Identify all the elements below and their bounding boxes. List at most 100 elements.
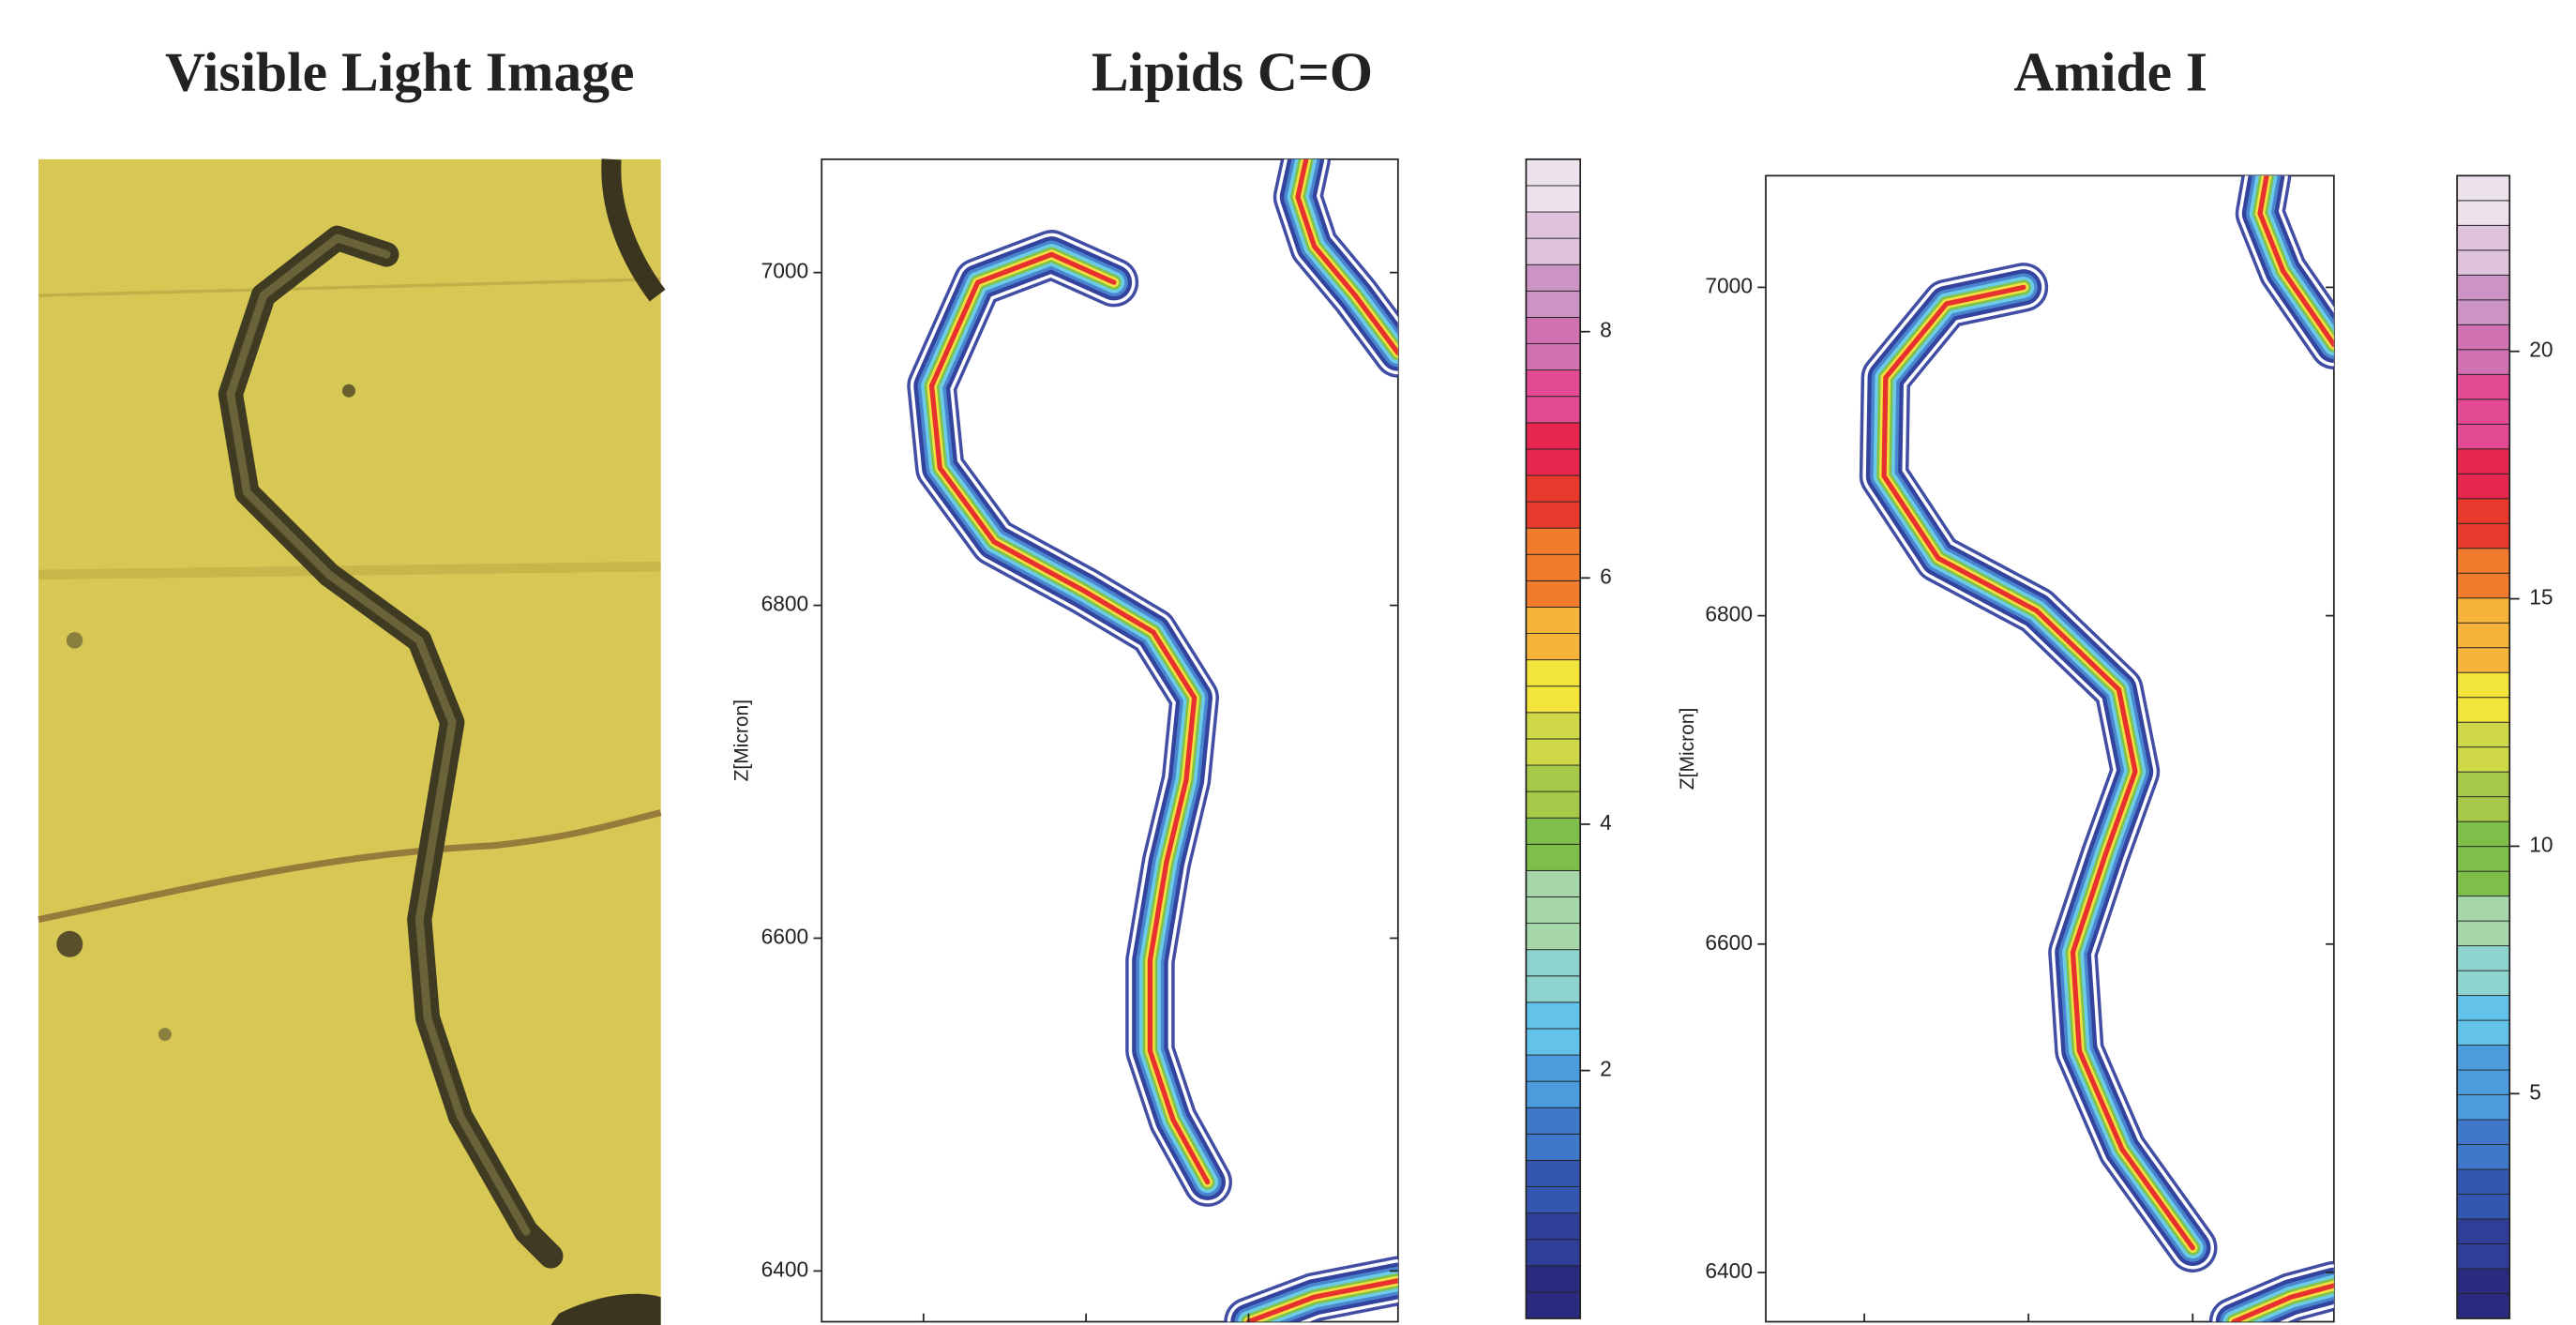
colorbar-band	[1525, 738, 1581, 766]
colorbar-band	[2456, 572, 2510, 599]
colorbar-band	[2456, 846, 2510, 872]
colorbar-band	[2456, 1293, 2510, 1319]
contour-panel: 7000 6800 6600 6400 Z[Micron] 20 15 10 5	[1677, 174, 2553, 1323]
contour	[2257, 175, 2334, 348]
colorbar-band	[1525, 158, 1581, 187]
colorbar-band	[1525, 316, 1581, 344]
colorbar-band	[2456, 697, 2510, 723]
colorbar-band	[2456, 1144, 2510, 1170]
colorbar-band	[2456, 498, 2510, 524]
colorbar-band	[1525, 869, 1581, 897]
colorbar-band	[1525, 474, 1581, 503]
colorbar-band	[2456, 771, 2510, 798]
panel-title: Lipids C=O	[1092, 40, 1373, 102]
colorbar-band	[2456, 299, 2510, 325]
colorbar-band	[2456, 1045, 2510, 1071]
y-tick-label: 7000	[1705, 273, 1753, 297]
colorbar-band	[1525, 1133, 1581, 1161]
panel-title: Amide I	[2013, 40, 2207, 102]
colorbar-band	[1525, 343, 1581, 371]
panel-title: Visible Light Image	[165, 40, 634, 102]
contour	[1881, 284, 2195, 1251]
colorbar-band	[1525, 685, 1581, 714]
colorbar-band	[1525, 396, 1581, 424]
colorbar-tick-label: 4	[1600, 810, 1612, 835]
colorbar-tick-label: 5	[2529, 1079, 2541, 1104]
colorbar-band	[1525, 1186, 1581, 1214]
colorbar-band	[1525, 1001, 1581, 1030]
colorbar-band	[2456, 945, 2510, 971]
colorbar-band	[2456, 896, 2510, 922]
y-tick-label: 6800	[1705, 602, 1753, 626]
colorbar-band	[2456, 423, 2510, 450]
visible-light-image	[38, 158, 666, 1325]
colorbar-band	[2456, 1268, 2510, 1294]
colorbar-band	[2456, 522, 2510, 550]
colorbar-band	[1525, 923, 1581, 951]
colorbar-band	[2456, 1069, 2510, 1096]
colorbar-band	[2456, 373, 2510, 400]
contour-panel: 7000 6800 6600 6400 Z[Micron] 8 6 4 2	[731, 158, 1612, 1323]
colorbar-band	[2456, 1243, 2510, 1270]
colorbar-band	[1525, 1265, 1581, 1293]
y-tick-label: 6400	[1705, 1258, 1753, 1283]
colorbar-band	[1525, 1239, 1581, 1267]
colorbar-band	[1525, 817, 1581, 845]
y-tick-label: 6800	[761, 592, 809, 616]
colorbar-band	[2456, 671, 2510, 699]
colorbar-band	[2456, 274, 2510, 301]
colorbar-tick-label: 15	[2529, 585, 2553, 610]
y-tick-label: 7000	[761, 259, 809, 283]
colorbar-band	[2456, 548, 2510, 574]
colorbar-band	[2456, 1019, 2510, 1046]
colorbar-band	[1525, 896, 1581, 925]
plot-area	[821, 158, 1399, 1323]
colorbar-band	[1525, 1080, 1581, 1108]
colorbar-band	[2456, 746, 2510, 773]
colorbar-band	[1525, 843, 1581, 871]
contour	[1295, 158, 1398, 356]
colorbar-band	[1525, 1212, 1581, 1241]
colorbar-band	[2456, 1218, 2510, 1244]
colorbar-band	[1525, 1159, 1581, 1187]
contour-map	[1859, 175, 2334, 1322]
colorbar-band	[1525, 553, 1581, 581]
colorbar-band	[1525, 764, 1581, 792]
plot-area	[1765, 174, 2335, 1323]
colorbar-band	[1525, 185, 1581, 213]
colorbar-frame	[1525, 158, 1582, 1319]
colorbar-band	[2456, 174, 2510, 202]
y-axis-label: Z[Micron]	[731, 700, 752, 782]
colorbar-band	[2456, 349, 2510, 375]
y-tick-label: 6600	[761, 924, 809, 948]
colorbar-band	[2456, 597, 2510, 624]
colorbar-band	[1525, 1107, 1581, 1135]
colorbar-band	[2456, 200, 2510, 226]
colorbar-band	[1525, 712, 1581, 740]
colorbar-band	[2456, 647, 2510, 673]
colorbar-band	[2456, 1168, 2510, 1195]
colorbar-band	[1525, 975, 1581, 1003]
colorbar-band	[1525, 1028, 1581, 1056]
colorbar-band	[1525, 211, 1581, 239]
y-axis-label: Z[Micron]	[1677, 708, 1698, 790]
y-tick-label: 6600	[1705, 930, 1753, 955]
colorbar-band	[2456, 622, 2510, 649]
colorbar-band	[2456, 995, 2510, 1021]
colorbar-band	[1525, 659, 1581, 687]
colorbar-band	[2456, 249, 2510, 276]
y-tick-label: 6400	[761, 1257, 809, 1281]
colorbar-band	[2456, 920, 2510, 947]
colorbar-band	[1525, 422, 1581, 450]
colorbar-band	[2456, 821, 2510, 848]
colorbar-tick-label: 10	[2529, 832, 2553, 856]
colorbar-band	[2456, 970, 2510, 997]
colorbar-band	[2456, 870, 2510, 897]
contour	[2231, 1283, 2334, 1322]
colorbar-band	[1525, 633, 1581, 661]
contour-map	[907, 158, 1398, 1322]
colorbar-band	[1525, 790, 1581, 819]
titles: Visible Light Image Lipids C=O Amide I	[165, 40, 2207, 102]
